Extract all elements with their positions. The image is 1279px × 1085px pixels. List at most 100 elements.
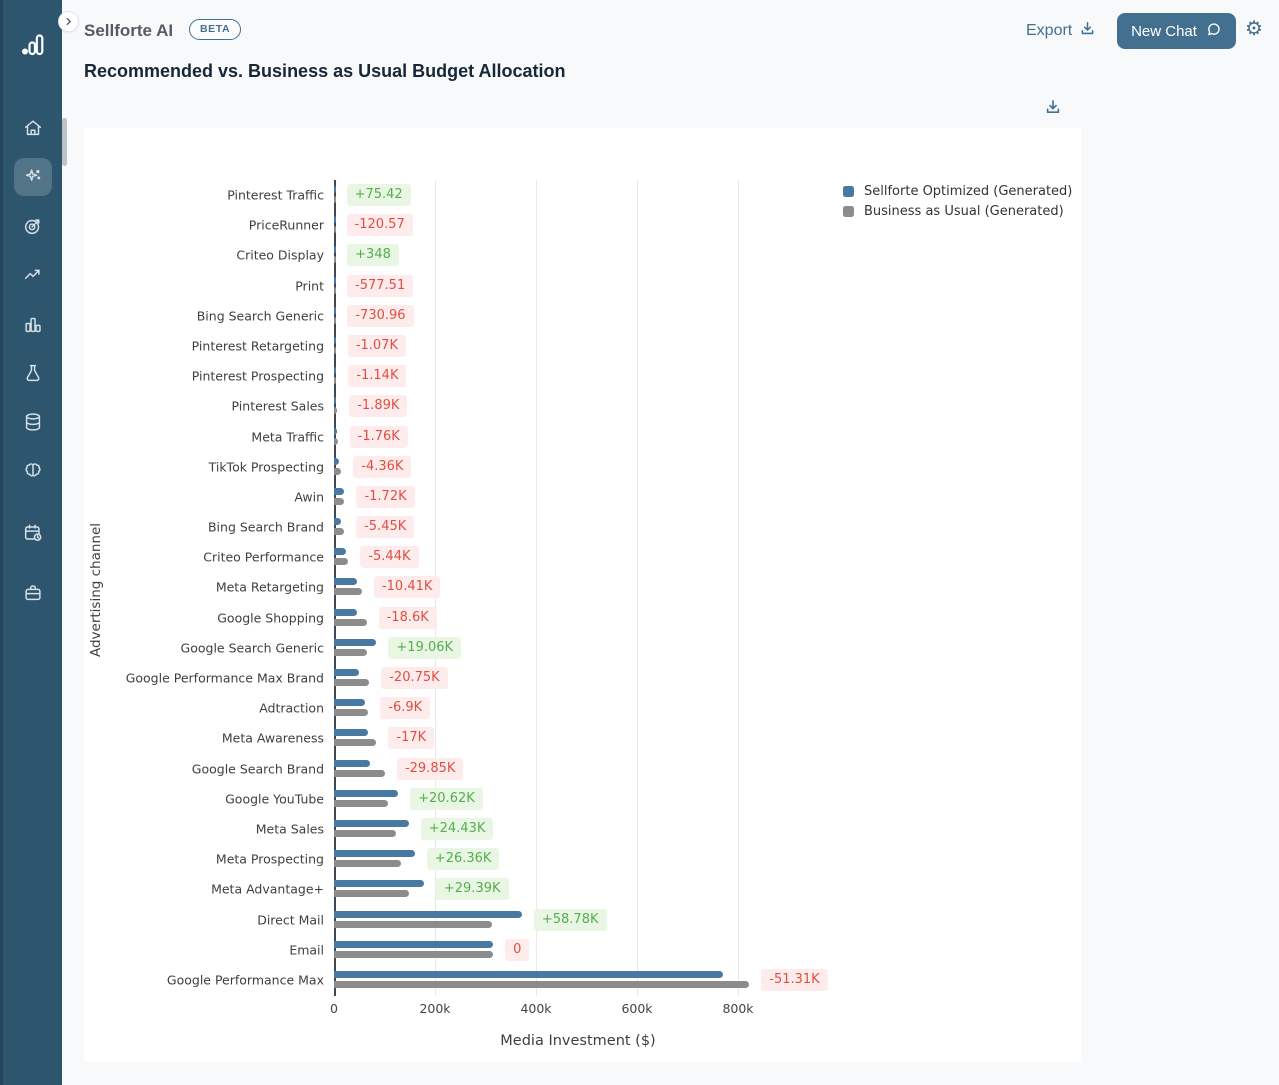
- optimized-bar: [334, 246, 336, 254]
- delta-badge: +75.42: [346, 184, 411, 206]
- legend-item[interactable]: Sellforte Optimized (Generated): [843, 184, 1072, 199]
- export-button[interactable]: Export: [1026, 20, 1096, 42]
- category-label: Google YouTube: [225, 791, 324, 807]
- sellforte-logo-icon: [18, 30, 48, 65]
- delta-badge: -5.45K: [356, 516, 415, 539]
- chart-row: Meta Traffic -1.76K: [84, 422, 1081, 452]
- category-label: Meta Sales: [255, 821, 324, 837]
- x-tick-label: 0: [330, 1001, 338, 1016]
- gear-icon[interactable]: ⚙: [1245, 18, 1263, 40]
- bau-bar: [334, 196, 336, 203]
- category-label: Google Search Generic: [180, 640, 324, 656]
- sidebar-item-home[interactable]: [14, 109, 52, 147]
- chart-row: Google Performance Max -51.31K: [84, 965, 1081, 995]
- chart-row: Google Search Brand -29.85K: [84, 754, 1081, 784]
- category-label: Pinterest Prospecting: [191, 368, 324, 384]
- sidebar-item-flask[interactable]: [14, 354, 52, 392]
- delta-badge: -20.75K: [381, 667, 448, 690]
- new-chat-button[interactable]: New Chat: [1117, 13, 1236, 49]
- download-icon: [1044, 98, 1062, 116]
- bau-bar: [334, 980, 750, 988]
- category-label: Meta Awareness: [221, 730, 324, 746]
- category-label: Meta Traffic: [251, 429, 324, 445]
- delta-badge: +29.39K: [435, 878, 509, 901]
- delta-badge: -1.14K: [348, 365, 407, 388]
- sidebar-item-trending-up[interactable]: [14, 256, 52, 294]
- delta-badge: +348: [347, 244, 399, 267]
- optimized-bar: [334, 789, 399, 797]
- category-label: PriceRunner: [248, 217, 324, 233]
- bau-bar: [334, 950, 494, 958]
- category-label: Meta Advantage+: [211, 881, 324, 897]
- category-label: Bing Search Brand: [207, 519, 324, 535]
- bau-bar: [334, 558, 349, 566]
- chart-card: Pinterest Traffic +75.42 PriceRunner -12…: [84, 128, 1081, 1062]
- optimized-bar: [334, 669, 359, 677]
- chart-row: Email 0: [84, 935, 1081, 965]
- x-tick-label: 800k: [722, 1001, 754, 1016]
- sidebar-expand-button[interactable]: [58, 11, 79, 32]
- delta-badge: -6.9K: [380, 697, 431, 720]
- chart-legend: Sellforte Optimized (Generated) Business…: [843, 184, 1072, 219]
- category-label: Awin: [294, 489, 324, 505]
- chart-row: Awin -1.72K: [84, 482, 1081, 512]
- optimized-bar: [334, 336, 336, 344]
- scrollbar-thumb[interactable]: [62, 118, 67, 166]
- download-icon: [1079, 20, 1096, 42]
- sparkles-icon: [22, 166, 44, 188]
- bau-bar: [334, 739, 377, 747]
- delta-badge: -51.31K: [761, 968, 828, 991]
- legend-label: Business as Usual (Generated): [864, 204, 1064, 219]
- chart-row: Google YouTube +20.62K: [84, 784, 1081, 814]
- brain-icon: [22, 460, 44, 482]
- bau-bar: [334, 346, 336, 354]
- category-label: Criteo Display: [236, 247, 324, 263]
- download-chart-button[interactable]: [1044, 98, 1062, 121]
- delta-badge: -120.57: [346, 214, 413, 237]
- category-label: TikTok Prospecting: [208, 459, 324, 475]
- legend-swatch: [843, 186, 854, 197]
- sidebar-item-database[interactable]: [14, 403, 52, 441]
- bau-bar: [334, 226, 336, 234]
- optimized-bar: [334, 487, 344, 495]
- chart-row: Bing Search Brand -5.45K: [84, 512, 1081, 542]
- bau-bar: [334, 377, 337, 385]
- briefcase-icon: [22, 582, 44, 604]
- delta-badge: -1.89K: [349, 395, 408, 418]
- chart-row: Criteo Display +348: [84, 240, 1081, 270]
- chart-row: Google Search Generic +19.06K: [84, 633, 1081, 663]
- delta-badge: -4.36K: [353, 455, 412, 478]
- sidebar-item-sparkles[interactable]: [13, 158, 52, 196]
- sidebar-item-briefcase[interactable]: [14, 574, 52, 612]
- category-label: Pinterest Retargeting: [191, 338, 324, 354]
- category-label: Meta Prospecting: [215, 851, 324, 867]
- bau-bar: [334, 679, 370, 687]
- gridline: [637, 180, 638, 996]
- sidebar-item-target-goal[interactable]: [14, 207, 52, 245]
- delta-badge: -18.6K: [378, 606, 437, 629]
- gridline: [738, 180, 739, 996]
- category-label: Google Performance Max: [166, 972, 324, 988]
- trending-up-icon: [22, 264, 44, 286]
- chart-row: Pinterest Sales -1.89K: [84, 391, 1081, 421]
- x-tick-label: 400k: [520, 1001, 552, 1016]
- optimized-bar: [334, 970, 724, 978]
- legend-item[interactable]: Business as Usual (Generated): [843, 204, 1072, 219]
- optimized-bar: [334, 638, 377, 646]
- delta-badge: -10.41K: [373, 576, 441, 599]
- optimized-bar: [334, 699, 365, 707]
- sidebar-item-calendar-clock[interactable]: [14, 514, 52, 552]
- chart-row: Direct Mail +58.78K: [84, 905, 1081, 935]
- category-label: Google Search Brand: [191, 761, 324, 777]
- bau-bar: [334, 497, 345, 505]
- sidebar-item-bar-chart[interactable]: [14, 305, 52, 343]
- delta-badge: -17K: [388, 727, 435, 750]
- sidebar-item-brain[interactable]: [14, 452, 52, 490]
- optimized-bar: [334, 216, 336, 224]
- chart-row: PriceRunner -120.57: [84, 210, 1081, 240]
- chart-row: Criteo Performance -5.44K: [84, 542, 1081, 572]
- new-chat-label: New Chat: [1131, 22, 1197, 40]
- bau-bar: [334, 528, 345, 536]
- bau-bar: [334, 648, 367, 656]
